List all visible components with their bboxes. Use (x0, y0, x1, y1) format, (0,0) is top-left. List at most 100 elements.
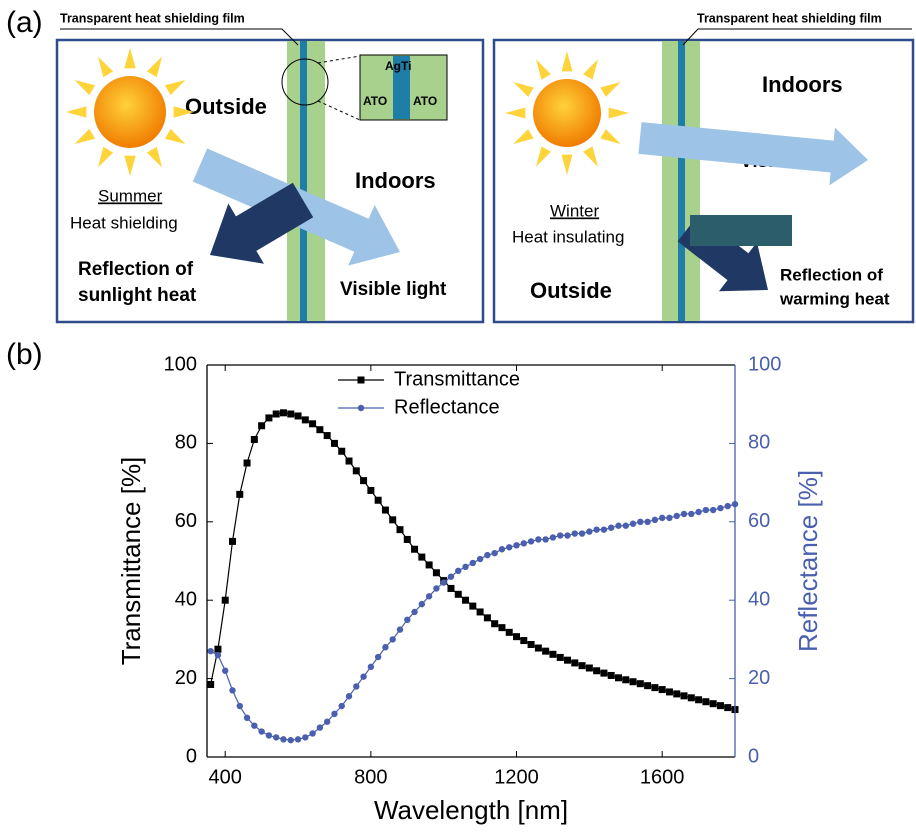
zoom-line (317, 55, 361, 64)
outside-label: Outside (185, 94, 267, 119)
data-point (229, 687, 236, 694)
sun-ray (583, 146, 598, 167)
data-point (353, 683, 360, 690)
data-point (222, 667, 229, 674)
data-point (338, 702, 345, 710)
data-point (571, 530, 578, 537)
data-point (272, 410, 280, 418)
visible-label: Visible light (340, 279, 447, 300)
data-point (294, 736, 302, 743)
film-layer (678, 41, 685, 321)
data-point (688, 510, 695, 518)
data-point (615, 522, 622, 529)
y2-tick-label: 60 (748, 510, 770, 532)
sun-ray (600, 82, 621, 97)
data-point (258, 728, 265, 735)
data-point (476, 555, 484, 563)
data-point (557, 532, 564, 539)
data-point (469, 559, 477, 567)
legend-label: Transmittance (394, 368, 520, 390)
inset-film (393, 56, 410, 119)
x-tick-label: 1200 (494, 766, 539, 788)
data-point (542, 647, 550, 655)
data-point (411, 608, 418, 616)
data-point (556, 653, 564, 661)
indoors-label: Indoors (355, 168, 436, 193)
data-point (462, 596, 470, 604)
data-point (331, 710, 338, 718)
data-point (455, 567, 462, 574)
sun-ray (173, 106, 194, 118)
sun-ray (164, 128, 186, 144)
indoors-label: Indoors (762, 72, 843, 97)
data-point (469, 602, 477, 610)
data-point (585, 664, 593, 672)
data-point (600, 526, 608, 533)
y2-tick-label: 100 (748, 353, 781, 375)
data-point (695, 508, 702, 516)
data-point (425, 593, 433, 600)
data-point (345, 457, 353, 465)
data-point (600, 669, 608, 677)
sun-ray (513, 129, 534, 144)
data-point (571, 659, 579, 667)
data-point (542, 536, 549, 543)
data-point (651, 516, 659, 524)
data-point (243, 714, 251, 721)
mode-label: Heat insulating (512, 227, 624, 246)
arrow (210, 182, 314, 264)
data-point (374, 653, 382, 661)
data-point (534, 644, 542, 652)
data-point (491, 620, 499, 628)
panel-a: (a) AgTi ATO ATO Transparent heat shield… (6, 6, 915, 324)
inset-label: AgTi (385, 59, 411, 73)
winter-box (492, 38, 915, 324)
data-point (709, 700, 717, 708)
data-point (651, 684, 659, 692)
reflection-label: warming heat (779, 289, 890, 308)
data-point (396, 526, 404, 534)
zoom-circle (281, 58, 329, 106)
mode-label: Heat shielding (70, 213, 178, 232)
film-layer (300, 41, 307, 321)
sun-ray (164, 80, 186, 96)
data-point (418, 553, 426, 561)
data-point (207, 680, 215, 688)
sun (533, 79, 601, 147)
sun-ray (146, 146, 162, 168)
sun-ray (74, 80, 96, 96)
data-point (367, 663, 375, 671)
data-point (454, 590, 462, 598)
sun-ray (124, 48, 136, 69)
data-point (316, 426, 324, 434)
data-point (549, 650, 557, 658)
data-point (382, 644, 389, 651)
reflection-label: sunlight heat (78, 285, 197, 306)
data-point (687, 694, 695, 702)
data-point (236, 702, 243, 710)
data-point (498, 624, 506, 632)
legend-marker (357, 404, 365, 412)
sun-ray (608, 107, 629, 119)
data-point (228, 537, 236, 545)
sun-ray (66, 106, 87, 118)
arrow (638, 122, 868, 186)
y-tick-label: 60 (175, 510, 197, 532)
data-point (338, 447, 346, 455)
season-label: Summer (98, 186, 163, 205)
data-point (614, 674, 622, 682)
y2-tick-label: 80 (748, 432, 770, 454)
data-point (280, 736, 287, 743)
data-point (709, 506, 717, 514)
data-point (207, 647, 214, 655)
data-point (214, 645, 222, 653)
data-point (535, 536, 542, 543)
sun (94, 76, 166, 148)
sun-ray (146, 56, 162, 78)
data-point (563, 656, 571, 664)
data-point (724, 502, 731, 510)
data-point (432, 569, 440, 577)
season-label: Winter (550, 201, 599, 220)
y2-axis-title: Reflectance [%] (793, 470, 823, 652)
data-point (593, 667, 601, 675)
